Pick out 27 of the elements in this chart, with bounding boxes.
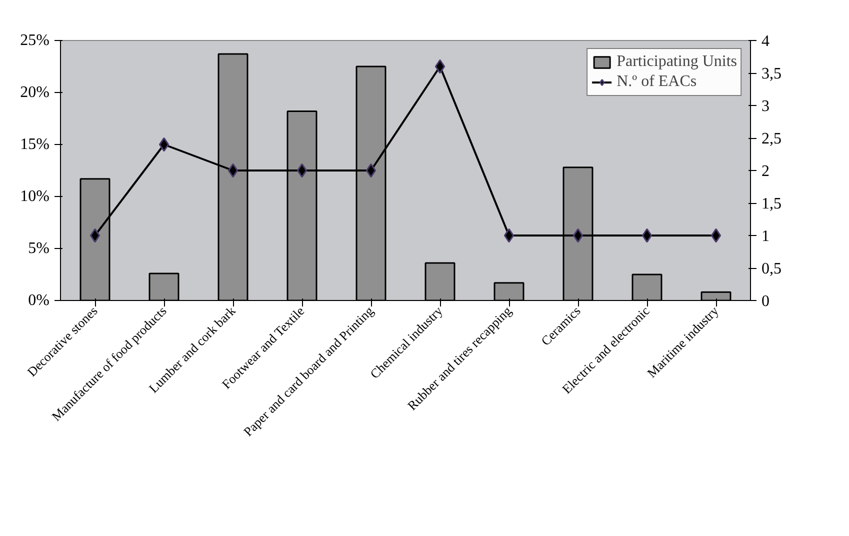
y-tick-label: 15% [20, 136, 50, 153]
y2-tick-label: 1 [762, 228, 770, 245]
point [434, 59, 446, 74]
point [296, 163, 308, 178]
point [366, 163, 376, 178]
point [228, 163, 238, 178]
y2-tick-label: 0,5 [762, 260, 782, 278]
legend-label: N.º of EACs [616, 73, 697, 91]
y2-tick-label: 2,5 [762, 130, 782, 148]
y2-tick-label: 2 [762, 163, 770, 180]
y2-tick-label: 3,5 [762, 66, 782, 82]
y2-tick-label: 4 [762, 33, 770, 50]
point [504, 228, 514, 243]
y2-tick-label: 1,5 [762, 196, 782, 212]
y-tick-label: 0% [28, 292, 50, 309]
y-tick-label: 5% [28, 240, 50, 257]
y-tick-label: 10% [20, 188, 50, 205]
y-tick-label: 25% [20, 32, 50, 49]
point [710, 228, 722, 243]
legend-label: Participating Units [616, 53, 737, 71]
y2-tick-label: 0 [762, 293, 770, 310]
point [572, 228, 584, 243]
point [642, 228, 652, 243]
y2-tick-label: 3 [762, 98, 770, 115]
point [158, 137, 170, 152]
y-tick-label: 20% [20, 84, 50, 101]
point [90, 228, 100, 243]
